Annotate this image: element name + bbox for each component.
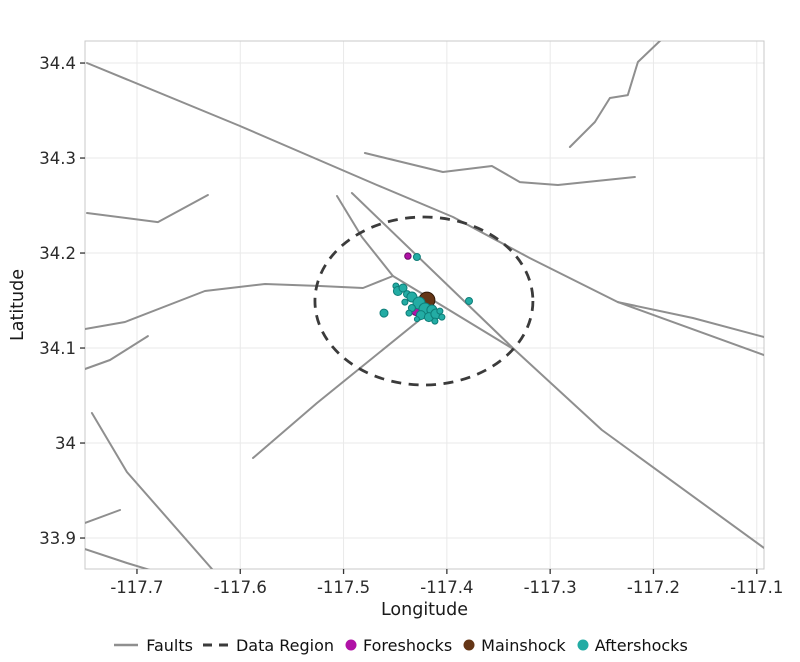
- fault-line: [85, 335, 149, 370]
- legend-dot-sample: [577, 639, 589, 651]
- legend-item-data-region: Data Region: [202, 636, 334, 655]
- plot-border: [84, 40, 765, 570]
- legend-item-faults: Faults: [112, 636, 193, 655]
- fault-line: [90, 412, 213, 569]
- y-tick-label: 34.4: [39, 54, 76, 73]
- legend-dot-sample: [345, 639, 357, 651]
- fault-line: [363, 152, 636, 186]
- y-tick-label: 34.1: [39, 339, 76, 358]
- legend-item-mainshock: Mainshock: [461, 636, 566, 655]
- aftershock-point: [412, 253, 421, 261]
- aftershock-point: [405, 309, 413, 317]
- aftershock-point: [413, 316, 420, 323]
- aftershock-point: [398, 283, 408, 293]
- legend-line-icon: [114, 643, 139, 647]
- fault-line: [350, 192, 516, 351]
- legend-dot-icon: [577, 639, 589, 651]
- fault-line: [86, 194, 209, 224]
- legend-label: Data Region: [235, 635, 334, 655]
- aftershock-point: [465, 297, 473, 305]
- y-tick-label: 34.3: [39, 149, 76, 168]
- legend-label: Aftershocks: [594, 635, 688, 655]
- data-region-ellipse: [313, 215, 535, 387]
- x-tick-label: -117.6: [214, 578, 267, 597]
- legend-dashes-icon: [202, 643, 231, 647]
- legend-dot-sample: [463, 639, 475, 651]
- foreshock-point: [404, 252, 412, 260]
- x-tick-label: -117.5: [317, 578, 370, 597]
- y-tick-label: 34.2: [39, 244, 76, 263]
- x-tick-label: -117.1: [730, 578, 783, 597]
- aftershock-point: [431, 317, 439, 325]
- x-axis-title: Longitude: [380, 600, 469, 620]
- legend-item-aftershocks: Aftershocks: [575, 636, 688, 655]
- fault-line: [336, 195, 394, 277]
- x-tick-label: -117.7: [110, 578, 163, 597]
- aftershock-point: [379, 308, 389, 318]
- fault-line: [85, 548, 151, 569]
- legend-dot-icon: [345, 639, 357, 651]
- fault-line: [85, 275, 394, 330]
- x-tick-label: -117.3: [524, 578, 577, 597]
- y-tick-label: 33.9: [39, 529, 76, 548]
- legend-label: Faults: [146, 635, 193, 655]
- fault-line: [86, 62, 764, 338]
- fault-line: [616, 301, 764, 357]
- legend-dot-icon: [463, 639, 475, 651]
- fault-line: [568, 41, 662, 148]
- legend-label: Mainshock: [481, 635, 566, 655]
- y-tick-label: 34: [55, 434, 76, 453]
- aftershock-point: [436, 307, 444, 315]
- plot-content: [85, 41, 764, 569]
- aftershock-point: [401, 298, 409, 306]
- x-tick-label: -117.2: [627, 578, 680, 597]
- y-axis-title: Latitude: [8, 268, 28, 342]
- legend-label: Foreshocks: [363, 635, 453, 655]
- fault-line: [252, 313, 428, 459]
- legend-item-foreshocks: Foreshocks: [343, 636, 452, 655]
- aftershock-point: [438, 313, 446, 321]
- x-tick-label: -117.4: [420, 578, 473, 597]
- fault-line: [85, 509, 121, 524]
- legend: Faults Data Region Foreshocks Mainshock Afte…: [0, 631, 800, 659]
